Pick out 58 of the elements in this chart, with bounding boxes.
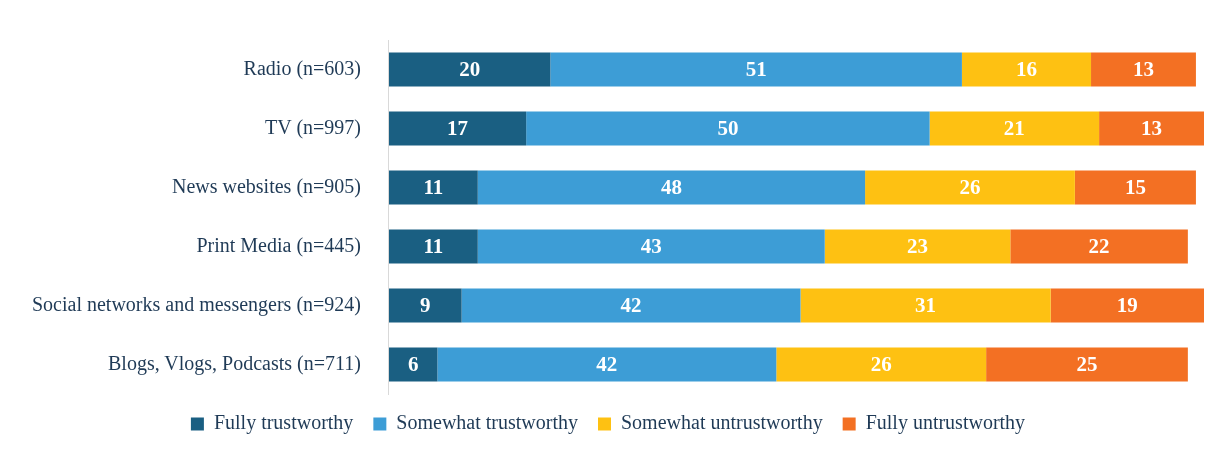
- y-tick-label: Radio (n=603): [243, 56, 361, 80]
- data-label: 11: [423, 233, 444, 258]
- bar: [388, 111, 527, 146]
- bar: [986, 347, 1188, 382]
- bar: [388, 288, 462, 323]
- data-label: 17: [447, 115, 469, 140]
- bar: [437, 347, 777, 382]
- y-tick-label: Social networks and messengers (n=924): [32, 292, 361, 316]
- data-label: 13: [1132, 56, 1154, 81]
- bar: [929, 111, 1100, 146]
- bar: [800, 288, 1051, 323]
- bar: [477, 170, 866, 205]
- data-label: 6: [407, 351, 419, 376]
- y-tick-label: News websites (n=905): [171, 174, 361, 198]
- data-label: 26: [959, 174, 981, 199]
- y-tick-label: Print Media (n=445): [196, 233, 361, 257]
- bar: [776, 347, 987, 382]
- data-label: 42: [596, 351, 618, 376]
- bar: [461, 288, 801, 323]
- bar: [824, 229, 1011, 264]
- bar: [477, 229, 825, 264]
- bar: [1099, 111, 1204, 146]
- data-label: 9: [420, 292, 431, 317]
- bar: [388, 170, 478, 205]
- bar: [961, 52, 1092, 87]
- data-label: 31: [915, 292, 937, 317]
- data-label: 26: [870, 351, 892, 376]
- bar: [1050, 288, 1204, 323]
- data-label: 48: [660, 174, 682, 199]
- y-tick-label: TV (n=997): [265, 115, 361, 139]
- data-label: 21: [1003, 115, 1025, 140]
- bar: [1074, 170, 1196, 205]
- legend-label: Somewhat untrustworthy: [621, 411, 823, 435]
- bar: [388, 52, 551, 87]
- legend-label: Somewhat trustworthy: [396, 411, 579, 435]
- data-label: 13: [1141, 115, 1163, 140]
- bar: [1010, 229, 1188, 264]
- data-label: 16: [1015, 56, 1037, 81]
- data-label: 15: [1124, 174, 1146, 199]
- legend-label: Fully trustworthy: [213, 411, 354, 435]
- data-label: 20: [459, 56, 481, 81]
- data-label: 43: [640, 233, 662, 258]
- data-label: 23: [907, 233, 929, 258]
- data-label: 19: [1116, 292, 1138, 317]
- bar: [1091, 52, 1196, 87]
- bar: [388, 347, 438, 382]
- bar: [526, 111, 930, 146]
- bar: [865, 170, 1075, 205]
- y-tick-label: Blogs, Vlogs, Podcasts (n=711): [108, 351, 361, 375]
- data-label: 42: [620, 292, 642, 317]
- legend-label: Fully untrustworthy: [865, 411, 1026, 435]
- data-label: 22: [1088, 233, 1110, 258]
- data-label: 50: [717, 115, 739, 140]
- data-label: 11: [423, 174, 444, 199]
- bar: [388, 229, 478, 264]
- data-label: 25: [1076, 351, 1098, 376]
- bar: [550, 52, 962, 87]
- data-label: 51: [745, 56, 767, 81]
